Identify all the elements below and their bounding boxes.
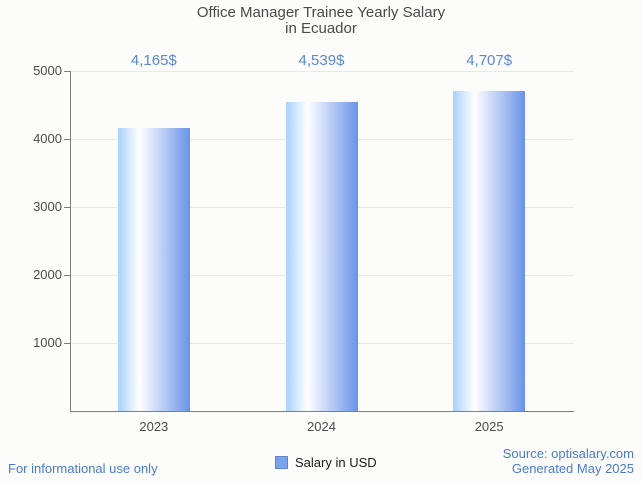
generated-date: Generated May 2025 <box>511 461 634 476</box>
y-axis-tick-label: 2000 <box>33 267 62 282</box>
y-axis-tick-label: 3000 <box>33 199 62 214</box>
disclaimer-text: For informational use only <box>8 461 158 476</box>
y-axis-tick <box>64 275 70 276</box>
legend-label: Salary in USD <box>295 455 377 470</box>
gridline <box>71 71 574 72</box>
y-axis-tick <box>64 139 70 140</box>
source-link[interactable]: Source: optisalary.com <box>502 446 634 461</box>
legend: Salary in USD <box>275 455 377 470</box>
legend-swatch-icon <box>275 456 288 469</box>
x-axis <box>70 411 574 412</box>
chart-title-line1: Office Manager Trainee Yearly Salary <box>196 4 446 21</box>
x-axis-label: 2025 <box>474 419 504 434</box>
y-axis-tick <box>64 207 70 208</box>
y-axis-tick <box>64 71 70 72</box>
source-note: Source: optisalary.com Generated May 202… <box>503 446 634 476</box>
y-axis-tick <box>64 343 70 344</box>
bar[interactable] <box>453 91 526 411</box>
x-axis-label: 2023 <box>139 419 169 434</box>
bar-value-label: 4,539$ <box>298 52 345 69</box>
y-axis <box>70 71 71 411</box>
x-axis-label: 2024 <box>307 419 336 434</box>
chart-title-line2: in Ecuador <box>285 20 357 37</box>
y-axis-tick-label: 5000 <box>33 63 62 78</box>
bar[interactable] <box>285 102 358 411</box>
bar-value-label: 4,707$ <box>466 52 513 69</box>
bar-value-label: 4,165$ <box>130 52 177 69</box>
y-axis-tick-label: 1000 <box>33 335 62 350</box>
y-axis-tick-label: 4000 <box>33 131 62 146</box>
bar[interactable] <box>117 128 190 411</box>
